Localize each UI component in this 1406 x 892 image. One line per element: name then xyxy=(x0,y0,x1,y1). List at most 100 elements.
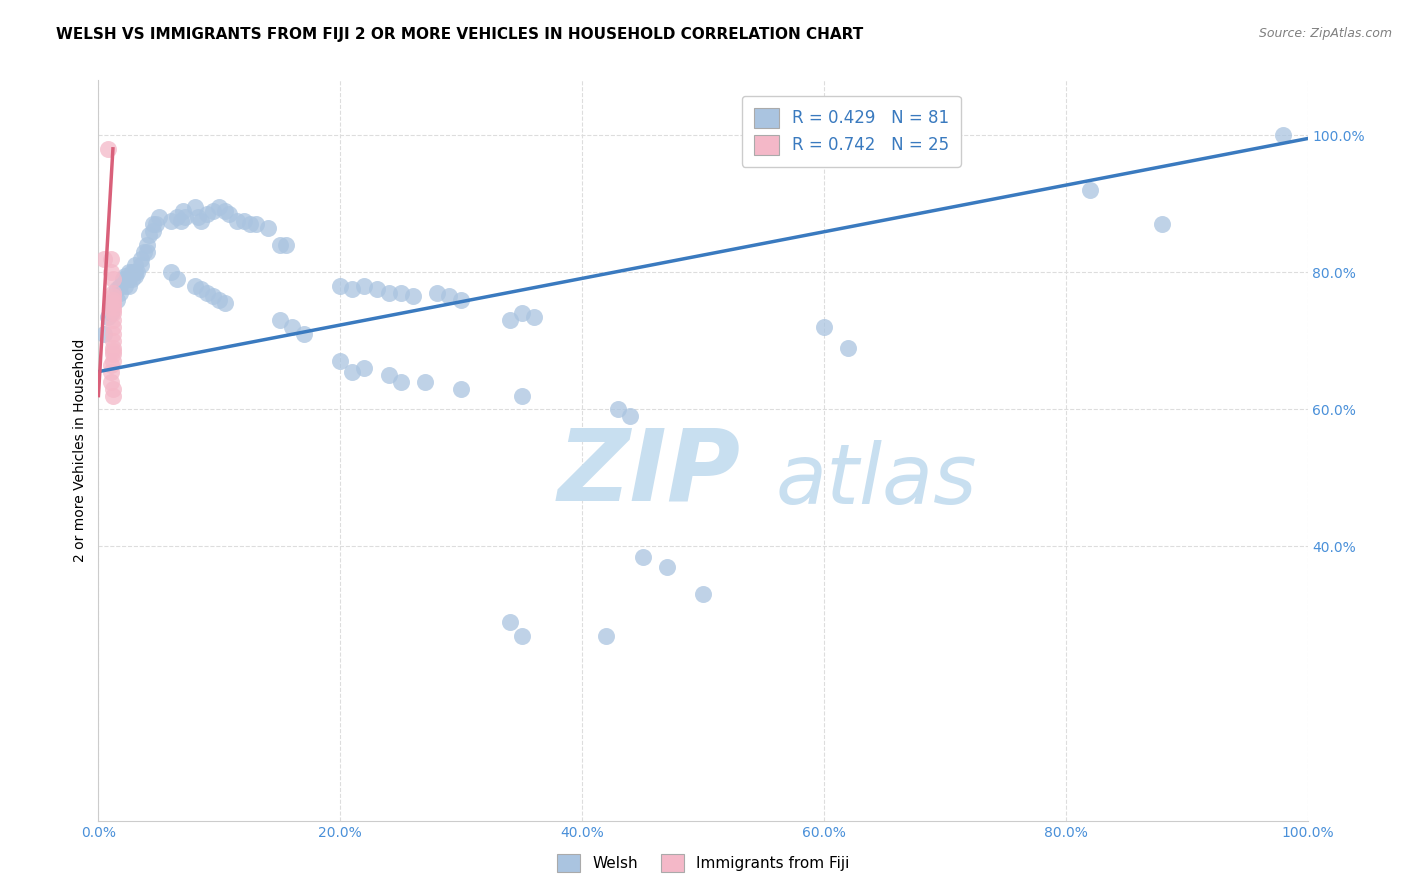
Point xyxy=(101,354,124,368)
Point xyxy=(108,279,131,293)
Point xyxy=(190,214,212,228)
Point xyxy=(124,259,146,273)
Point xyxy=(135,237,157,252)
Point xyxy=(174,211,197,225)
Point xyxy=(214,203,236,218)
Point xyxy=(353,361,375,376)
Text: ZIP: ZIP xyxy=(558,425,741,521)
Point xyxy=(124,268,146,283)
Point xyxy=(100,265,122,279)
Point xyxy=(97,142,120,156)
Point xyxy=(595,628,617,642)
Point xyxy=(523,310,546,324)
Point xyxy=(377,285,399,300)
Point xyxy=(195,285,218,300)
Point xyxy=(619,409,641,424)
Point xyxy=(124,265,146,279)
Point xyxy=(101,334,124,348)
Point xyxy=(510,306,533,320)
Point xyxy=(121,265,143,279)
Point xyxy=(148,211,170,225)
Point xyxy=(202,289,225,303)
Point xyxy=(353,279,375,293)
Point xyxy=(101,289,124,303)
Point xyxy=(101,326,124,341)
Point xyxy=(101,300,124,314)
Point xyxy=(142,217,165,231)
Point xyxy=(292,326,315,341)
Text: WELSH VS IMMIGRANTS FROM FIJI 2 OR MORE VEHICLES IN HOUSEHOLD CORRELATION CHART: WELSH VS IMMIGRANTS FROM FIJI 2 OR MORE … xyxy=(56,27,863,42)
Point xyxy=(101,382,124,396)
Point xyxy=(1272,128,1295,142)
Point xyxy=(208,200,231,214)
Point xyxy=(145,217,167,231)
Point xyxy=(837,341,859,355)
Point xyxy=(342,282,364,296)
Point xyxy=(100,365,122,379)
Point xyxy=(129,252,152,266)
Point xyxy=(329,354,352,368)
Point xyxy=(121,272,143,286)
Point xyxy=(118,272,141,286)
Point xyxy=(100,375,122,389)
Point xyxy=(607,402,630,417)
Point xyxy=(101,285,124,300)
Point xyxy=(184,279,207,293)
Point xyxy=(274,237,297,252)
Point xyxy=(101,313,124,327)
Point xyxy=(269,313,291,327)
Point xyxy=(208,293,231,307)
Point xyxy=(93,252,115,266)
Legend: R = 0.429   N = 81, R = 0.742   N = 25: R = 0.429 N = 81, R = 0.742 N = 25 xyxy=(742,96,960,167)
Point xyxy=(93,326,115,341)
Point xyxy=(498,615,520,629)
Point xyxy=(172,203,194,218)
Legend: Welsh, Immigrants from Fiji: Welsh, Immigrants from Fiji xyxy=(550,846,856,880)
Point xyxy=(195,207,218,221)
Point xyxy=(97,310,120,324)
Point xyxy=(135,244,157,259)
Point xyxy=(108,285,131,300)
Point xyxy=(377,368,399,382)
Point xyxy=(342,365,364,379)
Point xyxy=(232,214,254,228)
Text: atlas: atlas xyxy=(776,440,977,521)
Point xyxy=(218,207,240,221)
Point xyxy=(101,272,124,286)
Point xyxy=(239,217,262,231)
Point xyxy=(101,347,124,361)
Point xyxy=(169,214,191,228)
Point xyxy=(100,306,122,320)
Point xyxy=(437,289,460,303)
Point xyxy=(166,211,188,225)
Point xyxy=(100,358,122,372)
Point xyxy=(127,265,149,279)
Point xyxy=(114,279,136,293)
Point xyxy=(184,200,207,214)
Point xyxy=(190,282,212,296)
Point xyxy=(631,549,654,564)
Point xyxy=(413,375,436,389)
Point xyxy=(402,289,425,303)
Point xyxy=(101,306,124,320)
Point xyxy=(655,560,678,574)
Point xyxy=(118,279,141,293)
Point xyxy=(226,214,249,228)
Point xyxy=(187,211,209,225)
Point xyxy=(134,244,156,259)
Point xyxy=(214,296,236,310)
Point xyxy=(1078,183,1101,197)
Point xyxy=(101,293,124,307)
Y-axis label: 2 or more Vehicles in Household: 2 or more Vehicles in Household xyxy=(73,339,87,562)
Point xyxy=(101,320,124,334)
Point xyxy=(692,587,714,601)
Point xyxy=(142,224,165,238)
Point xyxy=(105,293,128,307)
Point xyxy=(389,285,412,300)
Point xyxy=(498,313,520,327)
Point xyxy=(256,220,278,235)
Point xyxy=(366,282,388,296)
Point xyxy=(426,285,449,300)
Point xyxy=(269,237,291,252)
Point xyxy=(101,344,124,359)
